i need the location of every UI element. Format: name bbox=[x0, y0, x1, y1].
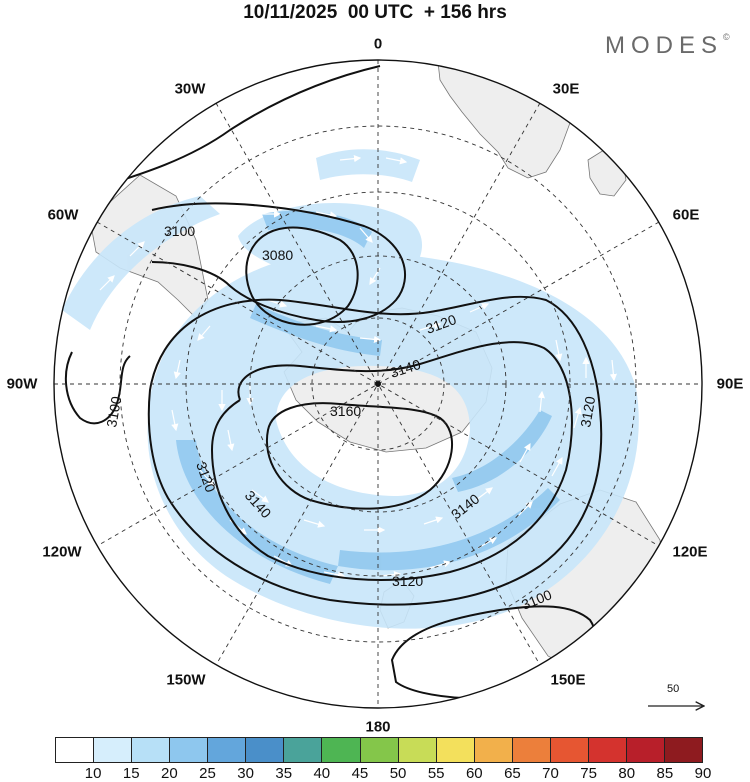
colorbar-tick-label: 45 bbox=[351, 765, 369, 782]
colorbar-swatch bbox=[398, 738, 437, 762]
core-north bbox=[250, 304, 382, 356]
colorbar-swatch bbox=[246, 738, 285, 762]
colorbar-swatch bbox=[170, 738, 209, 762]
colorbar-tick-label: 20 bbox=[161, 765, 178, 782]
lon-label-0: 0 bbox=[373, 35, 383, 53]
colorbar-tick-label: 30 bbox=[237, 765, 254, 782]
contour-3140 bbox=[210, 341, 573, 581]
colorbar bbox=[55, 737, 703, 763]
madagascar-land bbox=[587, 149, 627, 197]
lon-label-60w: 60W bbox=[47, 206, 79, 224]
core-southwest bbox=[176, 440, 338, 584]
colorbar-swatch bbox=[550, 738, 589, 762]
lon-label-30e: 30E bbox=[552, 80, 580, 98]
colorbar-tick-label: 55 bbox=[427, 765, 445, 782]
contour-3160 bbox=[265, 402, 454, 510]
map-title: 10/11/2025 00 UTC + 156 hrs bbox=[243, 2, 507, 23]
wind-vectors bbox=[99, 155, 617, 579]
colorbar-tick-label: 60 bbox=[465, 765, 483, 782]
contour-3080 bbox=[245, 226, 359, 326]
colorbar-swatch bbox=[588, 738, 627, 762]
colorbar-swatch bbox=[626, 738, 665, 762]
lon-label-90e: 90E bbox=[716, 375, 744, 393]
map-boundary bbox=[53, 59, 703, 709]
brand-name: MODES bbox=[605, 32, 724, 59]
core-pacific bbox=[452, 410, 552, 492]
lon-label-120e: 120E bbox=[672, 543, 708, 561]
colorbar-swatch bbox=[132, 738, 171, 762]
lon-label-180: 180 bbox=[365, 718, 391, 736]
brand-mark: © bbox=[723, 32, 730, 42]
colorbar-tick-label: 75 bbox=[580, 765, 597, 782]
colorbar-swatch bbox=[360, 738, 399, 762]
colorbar-tick-label: 35 bbox=[275, 765, 293, 782]
colorbar-swatch bbox=[665, 738, 703, 762]
colorbar-tick-label: 50 bbox=[389, 765, 407, 782]
lon-label-90w: 90W bbox=[6, 375, 38, 393]
colorbar-tick-label: 70 bbox=[542, 765, 559, 782]
contour-3100-north bbox=[59, 65, 381, 201]
brand-logo: MODES© bbox=[605, 32, 730, 60]
colorbar-tick-label: 85 bbox=[656, 765, 674, 782]
colorbar-tick-label: 40 bbox=[313, 765, 331, 782]
wind-speed-core bbox=[176, 210, 560, 584]
contour-3100-inner bbox=[151, 202, 406, 323]
colorbar-tick-label: 15 bbox=[122, 765, 140, 782]
contour-3120 bbox=[147, 295, 603, 606]
height-contours bbox=[59, 65, 603, 700]
contour-label: 3080 bbox=[262, 247, 293, 263]
colorbar-swatch bbox=[56, 738, 95, 762]
colorbar-tick-label: 80 bbox=[618, 765, 636, 782]
core-southeast bbox=[338, 488, 560, 571]
lon-label-150e: 150E bbox=[550, 671, 586, 689]
colorbar-tick-label: 10 bbox=[84, 765, 102, 782]
colorbar-swatch bbox=[474, 738, 513, 762]
colorbar-swatch bbox=[284, 738, 323, 762]
subtropical-shade-north bbox=[316, 149, 420, 182]
colorbar-swatch bbox=[436, 738, 475, 762]
contour-label: 3120 bbox=[577, 395, 598, 429]
lon-label-30w: 30W bbox=[174, 80, 206, 98]
colorbar-swatch bbox=[208, 738, 247, 762]
contour-3100-west bbox=[64, 351, 131, 425]
africa-land bbox=[437, 60, 575, 179]
subtropical-shade-west bbox=[62, 196, 220, 330]
colorbar-swatch bbox=[322, 738, 361, 762]
colorbar-tick-label: 65 bbox=[504, 765, 521, 782]
colorbar-tick-label: 25 bbox=[199, 765, 216, 782]
contour-label: 3120 bbox=[392, 573, 423, 589]
colorbar-swatch bbox=[512, 738, 551, 762]
contour-label: 3100 bbox=[164, 223, 195, 239]
lon-label-60e: 60E bbox=[672, 206, 700, 224]
contour-label: 3160 bbox=[330, 403, 361, 419]
lon-label-120w: 120W bbox=[42, 543, 82, 561]
contour-label: 3100 bbox=[103, 395, 124, 429]
colorbar-swatch bbox=[94, 738, 133, 762]
colorbar-tick-label: 90 bbox=[694, 765, 712, 782]
reference-vector-label: 50 bbox=[667, 683, 680, 695]
lon-label-150w: 150W bbox=[166, 671, 206, 689]
south-pole-marker bbox=[375, 381, 381, 387]
